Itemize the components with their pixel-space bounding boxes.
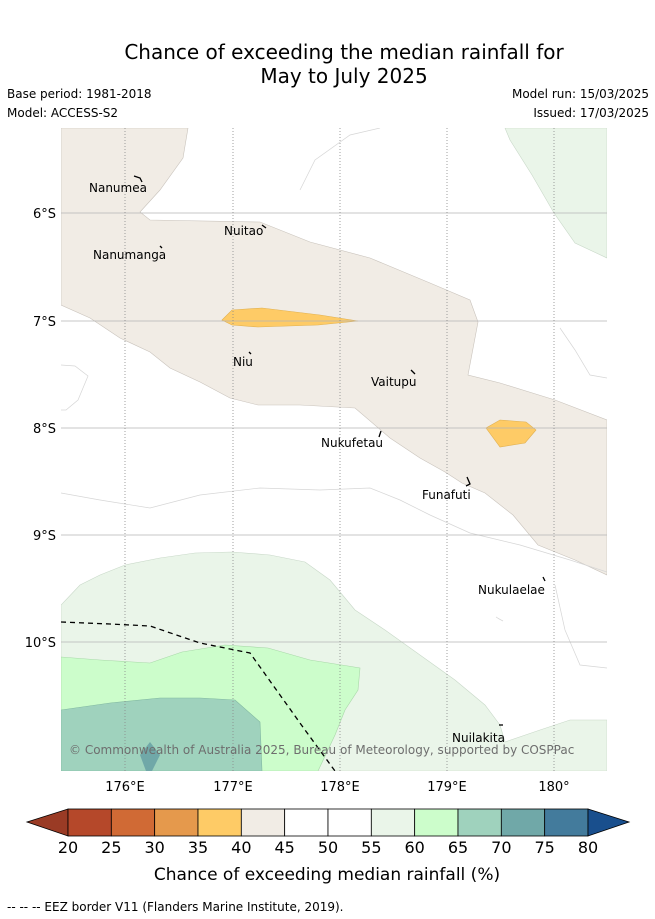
- zone-65-70: [61, 697, 263, 771]
- chart-title: Chance of exceeding the median rainfall …: [0, 40, 655, 88]
- lon-tick-179e: 179°E: [427, 780, 467, 795]
- base-period: Base period: 1981-2018: [7, 87, 152, 101]
- eez-legend-note: -- -- -- EEZ border V11 (Flanders Marine…: [7, 900, 344, 914]
- label-nukulaelae: Nukulaelae: [478, 583, 545, 597]
- colorbar-cell: [457, 808, 502, 837]
- colorbar-tick-label: 50: [318, 838, 338, 857]
- label-nanumea: Nanumea: [89, 181, 147, 195]
- latitude-gridlines: [61, 212, 607, 643]
- colorbar-cell: [370, 808, 416, 837]
- colorbar-cell: [414, 808, 459, 837]
- lat-tick-10s: 10°S: [25, 636, 56, 651]
- colorbar-cell: [500, 808, 546, 837]
- colorbar-cell: [154, 808, 199, 837]
- colorbar-cell: [284, 808, 329, 837]
- colorbar-cells: [67, 808, 589, 837]
- label-nukufetau: Nukufetau: [321, 436, 383, 450]
- island-labels: Nanumea Nuitao Nanumanga Niu Vaitupu Nuk…: [89, 181, 545, 745]
- colorbar-tick-label: 60: [404, 838, 424, 857]
- issued-date: Issued: 17/03/2025: [533, 106, 649, 120]
- longitude-tick-labels: 176°E 177°E 178°E 179°E 180°: [105, 780, 569, 795]
- title-line2: May to July 2025: [260, 64, 428, 88]
- lat-tick-9s: 9°S: [33, 529, 56, 544]
- map-area: Nanumea Nuitao Nanumanga Niu Vaitupu Nuk…: [61, 128, 607, 771]
- longitude-gridlines: [124, 128, 555, 771]
- colorbar-cell: [240, 808, 286, 837]
- lon-tick-180: 180°: [538, 780, 569, 795]
- zone-70-75: [140, 742, 160, 771]
- faint-contours: [61, 128, 607, 669]
- zone-55-60-northeast: [504, 128, 607, 259]
- colorbar-tick-label: 80: [578, 838, 598, 857]
- colorbar-tick-label: 45: [274, 838, 294, 857]
- colorbar-tick-label: 25: [101, 838, 121, 857]
- island-shapes: [133, 175, 546, 726]
- title-line1: Chance of exceeding the median rainfall …: [124, 40, 564, 64]
- colorbar-tick-label: 40: [231, 838, 251, 857]
- lon-tick-178e: 178°E: [320, 780, 360, 795]
- label-nuitao: Nuitao: [224, 224, 263, 238]
- model-run: Model run: 15/03/2025: [511, 87, 649, 101]
- colorbar-cell: [544, 808, 589, 837]
- colorbar-tick-label: 30: [144, 838, 164, 857]
- label-niu: Niu: [233, 355, 253, 369]
- copyright-text: © Commonwealth of Australia 2025, Bureau…: [69, 743, 574, 757]
- lat-tick-7s: 7°S: [33, 315, 56, 330]
- colorbar-cell: [67, 808, 112, 837]
- colorbar-cell: [327, 808, 372, 837]
- lat-tick-6s: 6°S: [33, 207, 56, 222]
- colorbar-over-arrow: [587, 808, 631, 837]
- colorbar-tick-label: 20: [58, 838, 78, 857]
- lon-tick-177e: 177°E: [213, 780, 253, 795]
- colorbar-tick-label: 35: [188, 838, 208, 857]
- latitude-tick-labels: 6°S 7°S 8°S 9°S 10°S: [25, 207, 56, 651]
- colorbar-under-arrow: [25, 808, 69, 837]
- label-nanumanga: Nanumanga: [93, 248, 166, 262]
- colorbar-label: Chance of exceeding median rainfall (%): [154, 865, 500, 885]
- eez-border: [61, 621, 336, 771]
- colorbar-tick-label: 70: [491, 838, 511, 857]
- colorbar-tick-label: 55: [361, 838, 381, 857]
- lon-tick-176e: 176°E: [105, 780, 145, 795]
- label-nuilakita: Nuilakita: [452, 731, 505, 745]
- colorbar: 20 25 30 35 40 45 50 55 60 65 70 75 80 Chance of exc…: [25, 808, 631, 885]
- colorbar-tick-label: 65: [448, 838, 468, 857]
- zone-35-40-east: [485, 419, 537, 448]
- colorbar-tick-labels: 20 25 30 35 40 45 50 55 60 65 70 75 80: [58, 838, 598, 857]
- model-name: Model: ACCESS-S2: [7, 106, 119, 120]
- label-vaitupu: Vaitupu: [371, 375, 417, 389]
- colorbar-tick-label: 75: [534, 838, 554, 857]
- colorbar-cell: [197, 808, 242, 837]
- lat-tick-8s: 8°S: [33, 422, 56, 437]
- colorbar-cell: [110, 808, 156, 837]
- zone-40-45: [61, 128, 607, 576]
- label-funafuti: Funafuti: [422, 488, 471, 502]
